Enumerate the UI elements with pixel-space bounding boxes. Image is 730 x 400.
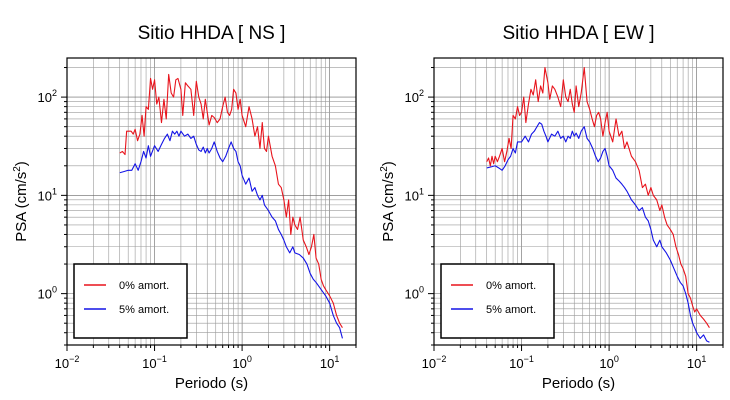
series-line-undamped bbox=[486, 66, 710, 328]
legend: 0% amort. 5% amort. bbox=[440, 263, 555, 339]
x-tick-label: 10−1 bbox=[142, 354, 167, 371]
series-line-undamped bbox=[119, 73, 343, 328]
chart-title: Sitio HHDA [ EW ] bbox=[502, 23, 654, 44]
chart-panel-1: 10−2 10−1 100 101 100 101 102 Sitio HHDA [ NS ]… bbox=[12, 23, 357, 392]
x-tick-label: 100 bbox=[232, 354, 251, 371]
x-axis-label: Periodo (s) bbox=[175, 375, 248, 392]
x-tick-label: 10−2 bbox=[55, 354, 80, 371]
series-line-damped bbox=[486, 122, 710, 343]
y-tick-label: 101 bbox=[38, 186, 57, 203]
legend: 0% amort. 5% amort. bbox=[73, 263, 188, 339]
grid bbox=[433, 58, 724, 346]
y-tick-label: 100 bbox=[38, 285, 57, 302]
x-tick-label: 101 bbox=[687, 354, 706, 371]
chart-panel-2: 10−2 10−1 100 101 100 101 102 Sitio HHDA [ EW ]… bbox=[379, 23, 724, 392]
legend-label: 0% amort. bbox=[119, 280, 169, 292]
x-tick-label: 10−1 bbox=[509, 354, 534, 371]
legend-box bbox=[73, 263, 188, 339]
axis-ticks bbox=[61, 67, 357, 351]
x-tick-label: 101 bbox=[320, 354, 339, 371]
plot-frame bbox=[433, 57, 724, 346]
y-axis-label: PSA (cm/s2) bbox=[379, 161, 397, 242]
series-line-damped bbox=[119, 130, 343, 339]
y-axis-label: PSA (cm/s2) bbox=[12, 161, 30, 242]
x-axis-label: Periodo (s) bbox=[542, 375, 615, 392]
legend-label: 0% amort. bbox=[486, 280, 536, 292]
y-tick-label: 102 bbox=[405, 88, 424, 105]
chart-title: Sitio HHDA [ NS ] bbox=[138, 23, 286, 44]
y-tick-label: 102 bbox=[38, 88, 57, 105]
axis-ticks bbox=[428, 67, 724, 351]
y-tick-label: 101 bbox=[405, 186, 424, 203]
legend-label: 5% amort. bbox=[119, 304, 169, 316]
legend-box bbox=[440, 263, 555, 339]
legend-label: 5% amort. bbox=[486, 304, 536, 316]
x-tick-label: 100 bbox=[599, 354, 618, 371]
x-tick-label: 10−2 bbox=[422, 354, 447, 371]
y-tick-label: 100 bbox=[405, 285, 424, 302]
plot-frame bbox=[66, 57, 357, 346]
